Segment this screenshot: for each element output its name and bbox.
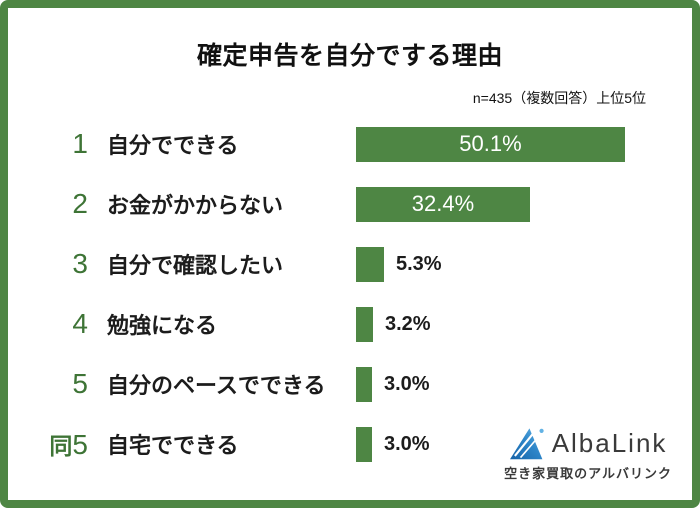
- chart-row: 同5 自宅でできる 3.0%: [8, 414, 692, 474]
- bar-chart: 1 自分でできる 50.1% 2 お金がかからない 32.4% 3 自分で確認し…: [8, 114, 692, 474]
- bar-value-label: 32.4%: [411, 191, 475, 216]
- bar-cell: 5.3%: [356, 246, 692, 282]
- bar: [356, 366, 372, 402]
- bar-cell: 50.1%: [356, 126, 692, 162]
- rank-prefix: 同: [49, 433, 73, 459]
- albalink-tagline: 空き家買取のアルバリンク: [504, 466, 672, 481]
- rank-number: 2: [8, 188, 88, 220]
- bar: [356, 246, 384, 282]
- bar-value-label: 3.0%: [384, 432, 430, 455]
- chart-row: 3 自分で確認したい 5.3%: [8, 234, 692, 294]
- rank-digit: 4: [72, 308, 88, 339]
- rank-digit: 5: [72, 368, 88, 399]
- rank-digit: 1: [72, 128, 88, 159]
- rank-number: 1: [8, 128, 88, 160]
- rank-number: 同5: [8, 427, 88, 461]
- rank-number: 4: [8, 308, 88, 340]
- category-label: 自分でできる: [107, 133, 239, 158]
- sample-size-note: n=435（複数回答）上位5位: [472, 90, 646, 106]
- chart-row: 5 自分のペースでできる 3.0%: [8, 354, 692, 414]
- chart-row: 1 自分でできる 50.1%: [8, 114, 692, 174]
- albalink-logo-top: AlbaLink: [509, 426, 668, 460]
- chart-row: 2 お金がかからない 32.4%: [8, 174, 692, 234]
- bar-cell: 32.4%: [356, 186, 692, 222]
- chart-row: 4 勉強になる 3.2%: [8, 294, 692, 354]
- chart-title: 確定申告を自分でする理由: [196, 42, 503, 70]
- bar: [356, 426, 372, 462]
- bar-value-label: 3.2%: [385, 312, 431, 335]
- albalink-brand-text: AlbaLink: [551, 427, 668, 458]
- rank-number: 5: [8, 368, 88, 400]
- albalink-triangle-icon: [509, 428, 544, 460]
- bar: 32.4%: [356, 186, 530, 222]
- category-label: 自分のペースでできる: [107, 373, 326, 398]
- rank-digit: 3: [72, 248, 88, 279]
- rank-digit: 2: [72, 188, 88, 219]
- category-label: 自宅でできる: [107, 433, 239, 458]
- bar-cell: 3.0%: [356, 366, 692, 402]
- bar: 50.1%: [356, 126, 625, 162]
- bar-value-label: 50.1%: [459, 131, 522, 156]
- bar-value-label: 5.3%: [396, 252, 442, 275]
- bar-cell: 3.2%: [356, 306, 692, 342]
- category-label: 自分で確認したい: [107, 253, 284, 278]
- category-label: 勉強になる: [107, 313, 218, 338]
- bar-cell: 3.0%: [356, 426, 692, 462]
- rank-number: 3: [8, 248, 88, 280]
- bar: [356, 306, 373, 342]
- rank-digit: 5: [72, 429, 88, 460]
- bar-value-label: 3.0%: [384, 372, 430, 395]
- category-label: お金がかからない: [107, 193, 284, 218]
- albalink-logo: AlbaLink 空き家買取のアルバリンク: [504, 426, 672, 482]
